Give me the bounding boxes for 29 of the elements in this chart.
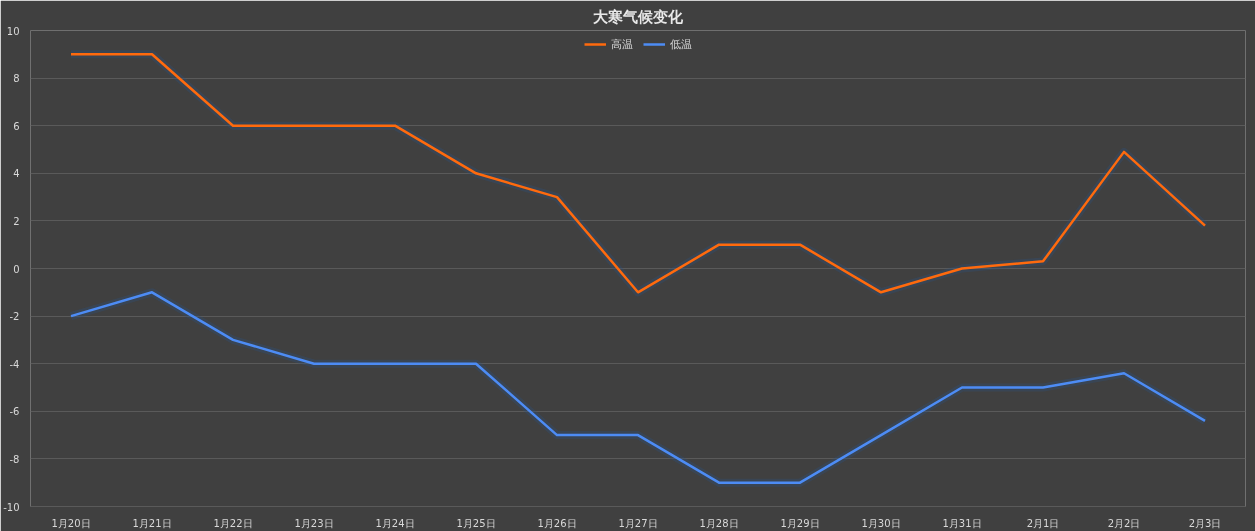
legend-label: 低温 — [669, 36, 692, 52]
x-tick-label: 1月28日 — [699, 517, 739, 529]
y-tick-label: -6 — [9, 406, 20, 418]
y-tick-label: -2 — [9, 311, 20, 323]
x-tick-label: 1月30日 — [861, 517, 901, 529]
y-tick-label: -4 — [9, 358, 20, 370]
y-tick-label: -8 — [9, 453, 20, 465]
x-tick-label: 1月31日 — [942, 517, 982, 529]
x-tick-label: 1月26日 — [537, 517, 577, 529]
x-tick-label: 1月23日 — [294, 517, 334, 529]
y-tick-label: 4 — [13, 168, 20, 180]
x-tick-label: 1月29日 — [780, 517, 820, 529]
y-tick-label: 10 — [6, 25, 20, 37]
x-tick-label: 1月21日 — [132, 517, 172, 529]
chart-title: 大寒气候变化 — [593, 7, 684, 26]
y-tick-label: 6 — [13, 120, 20, 132]
y-tick-label: 8 — [13, 73, 20, 85]
y-tick-label: 2 — [13, 215, 20, 227]
x-tick-label: 2月1日 — [1026, 517, 1060, 529]
legend-label: 高温 — [610, 36, 633, 52]
x-tick-label: 1月24日 — [375, 517, 415, 529]
x-tick-label: 1月20日 — [51, 517, 91, 529]
x-tick-label: 2月2日 — [1107, 517, 1141, 529]
y-tick-label: 0 — [13, 263, 20, 275]
x-tick-label: 1月22日 — [213, 517, 253, 529]
x-tick-label: 1月27日 — [618, 517, 658, 529]
y-tick-label: -10 — [3, 501, 20, 513]
x-tick-label: 2月3日 — [1188, 517, 1222, 529]
x-tick-label: 1月25日 — [456, 517, 496, 529]
